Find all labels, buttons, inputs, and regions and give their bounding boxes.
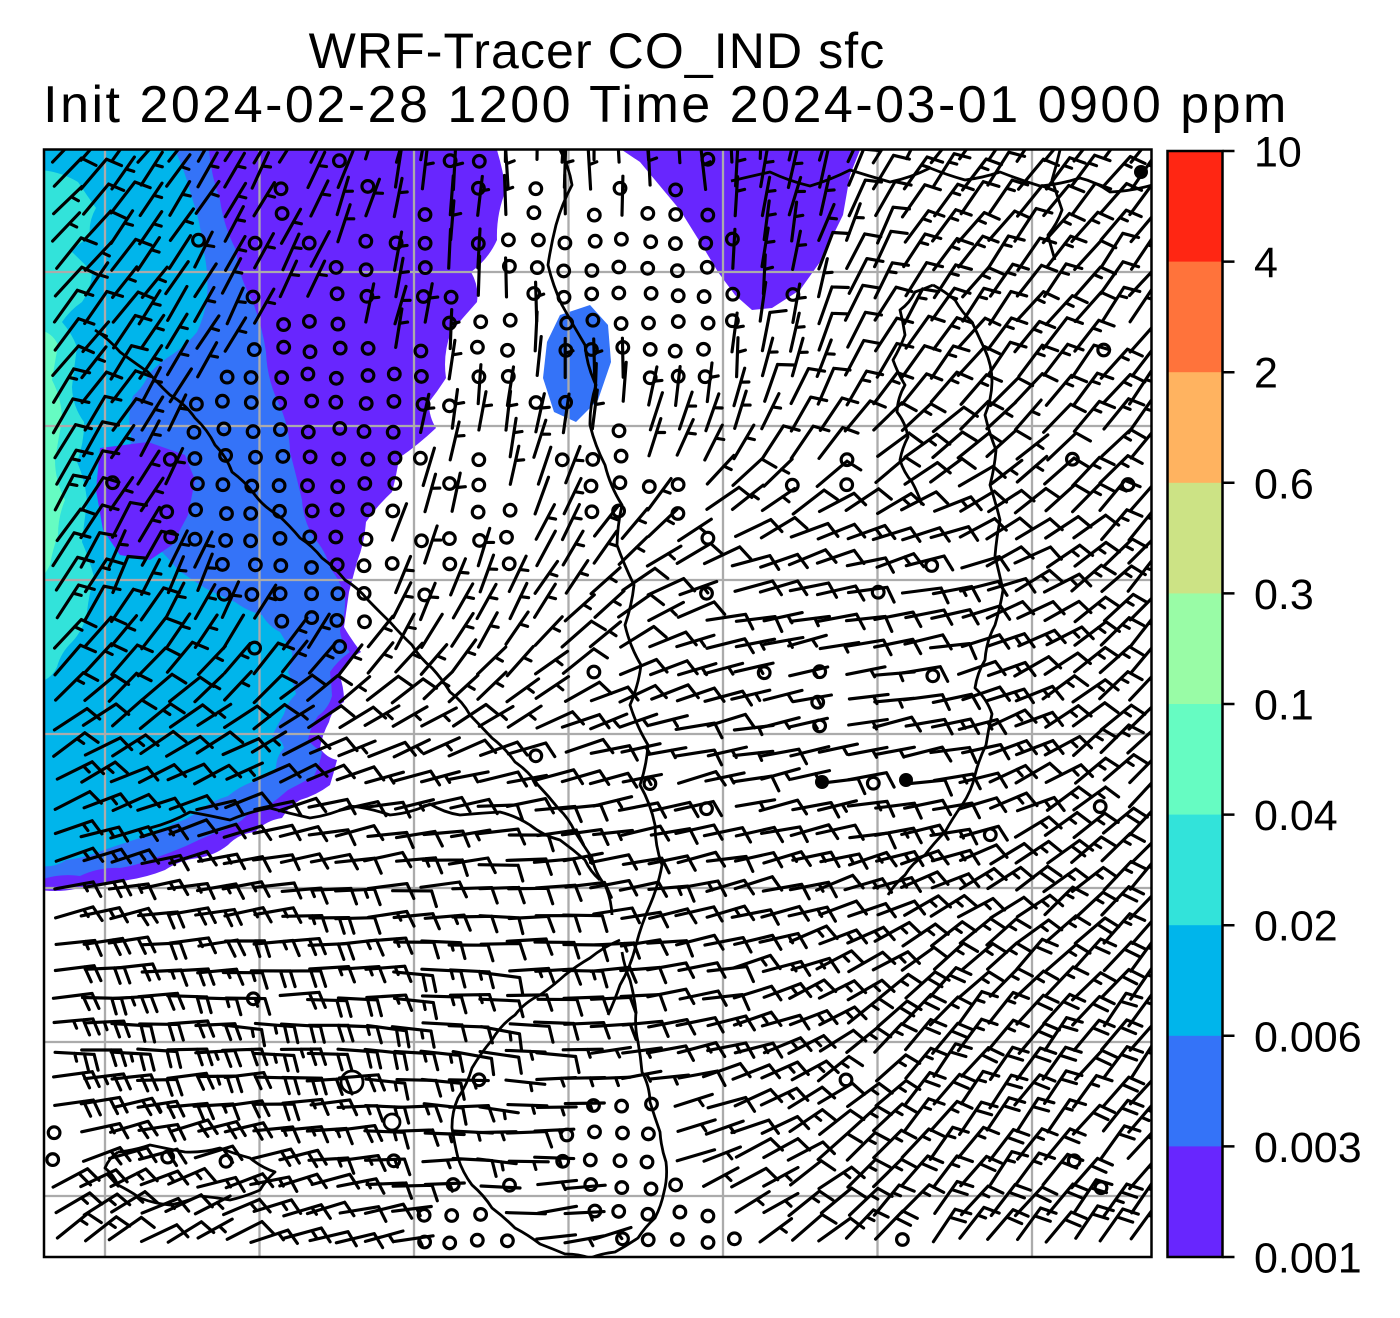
svg-text:4: 4 [1254,239,1278,287]
svg-text:0.02: 0.02 [1254,903,1338,951]
svg-text:2: 2 [1254,350,1278,398]
svg-text:WRF-Tracer CO_IND sfc: WRF-Tracer CO_IND sfc [309,23,886,79]
svg-text:Init 2024-02-28 1200 Time 2024: Init 2024-02-28 1200 Time 2024-03-01 090… [43,76,1289,134]
svg-text:0.003: 0.003 [1254,1124,1362,1172]
svg-text:0.001: 0.001 [1254,1235,1362,1283]
svg-text:0.6: 0.6 [1254,460,1314,508]
svg-text:0.006: 0.006 [1254,1013,1362,1061]
svg-text:0.04: 0.04 [1254,792,1338,840]
svg-text:0.1: 0.1 [1254,682,1314,730]
svg-text:0.3: 0.3 [1254,571,1314,619]
svg-text:10: 10 [1254,129,1302,177]
